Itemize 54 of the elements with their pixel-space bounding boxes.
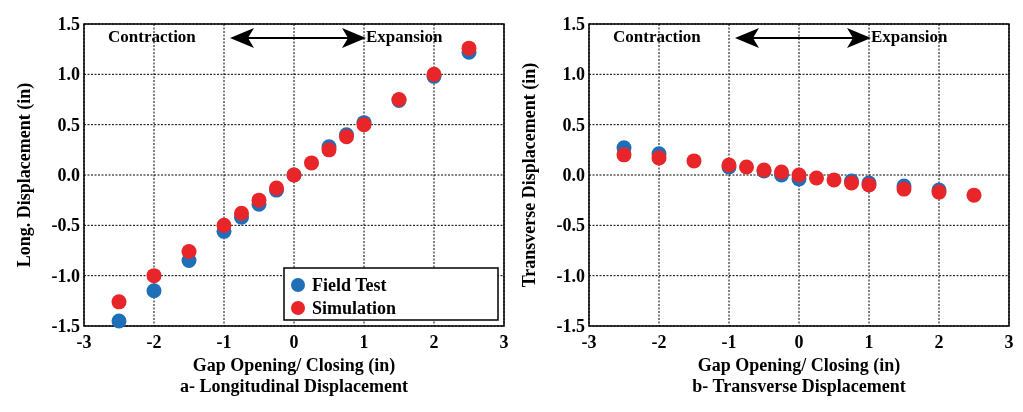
annotation: Contraction (613, 27, 702, 46)
x-tick-label: 1 (359, 332, 369, 352)
x-tick-label: 3 (499, 332, 509, 352)
point (111, 294, 127, 310)
y-tick-label: -0.5 (51, 215, 80, 236)
x-tick-label: 3 (1004, 332, 1014, 352)
y-tick-label: 0.0 (562, 165, 585, 185)
y-tick-label: 0.5 (562, 114, 585, 135)
text: a- Longitudinal Displacement (179, 376, 409, 396)
point (809, 170, 824, 186)
x-tick-label: -2 (146, 332, 162, 352)
text: b- Transverse Displacement (692, 376, 906, 396)
x-tick-label: 1 (864, 332, 874, 352)
x-tick-label: 2 (934, 332, 944, 352)
y-tick-label: 1.0 (562, 64, 585, 85)
point (181, 244, 197, 260)
y-tick-label: 1.5 (57, 14, 80, 34)
point (739, 159, 754, 175)
point (826, 172, 842, 188)
point (304, 155, 319, 171)
y-tick-label: 1.5 (562, 14, 585, 34)
y-tick-label: 0.0 (57, 165, 80, 185)
legend-label: Simulation (312, 298, 397, 318)
x-tick-label: -1 (216, 332, 232, 352)
x-axis-title: Gap Opening/ Closing (in) (697, 355, 901, 376)
x-tick-label: 0 (289, 332, 299, 352)
annotation: Contraction (108, 27, 197, 46)
point (966, 187, 982, 203)
x-tick-label: -1 (721, 332, 737, 352)
point (791, 167, 807, 183)
point (461, 40, 477, 56)
x-tick-label: -2 (651, 332, 667, 352)
point (216, 217, 232, 233)
x-tick-label: 0 (794, 332, 804, 352)
annotation: Expansion (366, 27, 444, 46)
y-tick-label: 0.5 (57, 114, 80, 135)
point (651, 150, 667, 166)
y-tick-label: 1.0 (57, 64, 80, 85)
x-axis-title: Gap Opening/ Closing (in) (192, 355, 396, 376)
point (146, 283, 162, 299)
y-tick-label: -1.0 (51, 265, 80, 286)
point (234, 205, 249, 221)
point (146, 268, 162, 284)
point (616, 147, 632, 163)
annotation: Expansion (871, 27, 949, 46)
y-axis-title: Transverse Displacement (in) (519, 62, 540, 288)
y-tick-label: -0.5 (556, 215, 585, 236)
legend-label: Field Test (312, 275, 387, 295)
point (111, 313, 127, 329)
y-axis-title: Long. Displacement (in) (14, 82, 35, 268)
y-tick-label: -1.0 (556, 265, 585, 286)
point (686, 153, 702, 169)
x-tick-label: 2 (429, 332, 439, 352)
point (251, 192, 267, 208)
